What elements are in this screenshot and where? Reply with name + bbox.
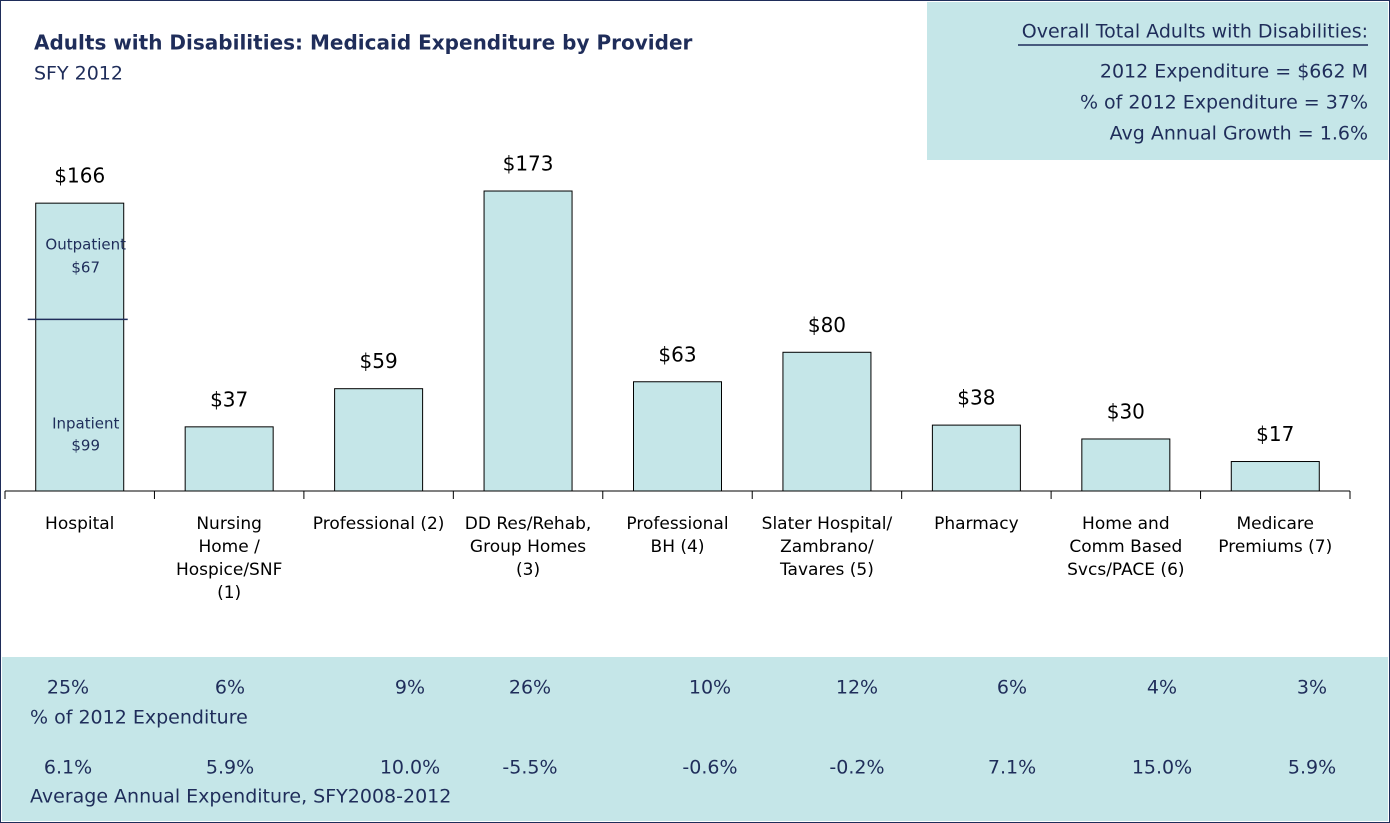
bar <box>931 424 1021 492</box>
table-cell: 6.1% <box>44 757 92 779</box>
bar <box>782 351 872 492</box>
table-cell: 7.1% <box>988 757 1036 779</box>
data-label: $173 <box>503 152 554 176</box>
summary-line: % of 2012 Expenditure = 37% <box>1080 92 1368 114</box>
summary-box <box>927 2 1388 160</box>
chart-title: Adults with Disabilities: Medicaid Expen… <box>34 31 693 55</box>
table-cell: 26% <box>509 677 551 699</box>
bar <box>1081 438 1171 492</box>
segment-name: Inpatient <box>52 415 119 433</box>
table-cell: 5.9% <box>206 757 254 779</box>
table-cell: -5.5% <box>502 757 557 779</box>
bar <box>35 202 125 492</box>
table-cell: -0.2% <box>829 757 884 779</box>
x-tick-label: Nursing Home / Hospice/SNF (1) <box>175 514 283 603</box>
segment-name: Outpatient <box>45 236 126 254</box>
table-cell: 3% <box>1297 677 1327 699</box>
x-tick-label: Slater Hospital/ Zambrano/ Tavares (5) <box>761 514 893 580</box>
table-cell: 5.9% <box>1288 757 1336 779</box>
x-tick-label: Hospital <box>45 514 115 534</box>
table-cell: 4% <box>1147 677 1177 699</box>
table-cell: 9% <box>395 677 425 699</box>
table-cell: 25% <box>47 677 89 699</box>
summary-line: Avg Annual Growth = 1.6% <box>1110 123 1368 145</box>
bar <box>483 190 573 492</box>
bar <box>633 381 722 492</box>
bar <box>334 388 424 492</box>
data-label: $63 <box>658 342 696 366</box>
x-tick-label: Professional BH (4) <box>626 514 729 557</box>
table-cell: 10% <box>689 677 731 699</box>
table-cell: 6% <box>997 677 1027 699</box>
summary-line: 2012 Expenditure = $662 M <box>1100 61 1368 83</box>
x-tick-label: Medicare Premiums (7) <box>1218 514 1333 557</box>
bar <box>184 426 274 492</box>
data-label: $38 <box>957 386 995 410</box>
data-label: $59 <box>360 349 398 373</box>
chart-subtitle: SFY 2012 <box>34 63 123 85</box>
segment-label: $99 <box>71 437 100 455</box>
x-tick-label: DD Res/Rehab, Group Homes (3) <box>464 514 592 580</box>
table-cell: 15.0% <box>1132 757 1192 779</box>
table-row-label: Average Annual Expenditure, SFY2008-2012 <box>30 786 451 808</box>
table-cell: 12% <box>836 677 878 699</box>
table-cell: 6% <box>215 677 245 699</box>
x-tick-label: Professional (2) <box>312 514 445 534</box>
x-tick-label: Pharmacy <box>934 514 1019 534</box>
data-label: $166 <box>54 164 105 188</box>
bar <box>1230 461 1320 492</box>
table-box <box>2 657 1388 821</box>
x-tick-label: Home and Comm Based Svcs/PACE (6) <box>1067 514 1185 580</box>
data-label: $37 <box>210 387 248 411</box>
table-row-label: % of 2012 Expenditure <box>30 707 248 729</box>
table-cell: -0.6% <box>682 757 737 779</box>
summary-title: Overall Total Adults with Disabilities: <box>1022 21 1368 43</box>
data-label: $17 <box>1256 422 1294 446</box>
data-label: $80 <box>808 313 846 337</box>
data-label: $30 <box>1107 399 1145 423</box>
table-cell: 10.0% <box>380 757 440 779</box>
segment-label: $67 <box>71 259 100 277</box>
